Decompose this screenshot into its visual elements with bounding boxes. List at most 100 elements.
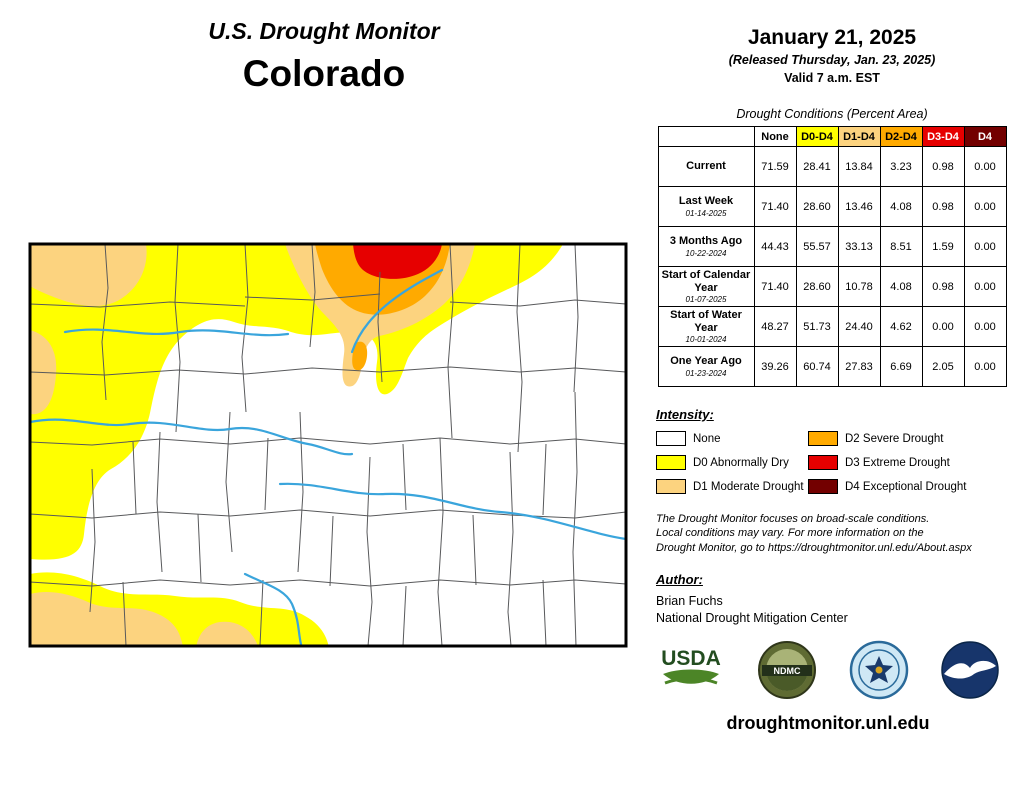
value-cell: 8.51 [879, 226, 923, 267]
legend-label: D4 Exceptional Drought [845, 480, 967, 493]
value-cell: 48.27 [753, 306, 797, 347]
d1-swatch [656, 479, 686, 494]
legend-label: D1 Moderate Drought [693, 480, 804, 493]
legend-item-d3: D3 Extreme Drought [808, 455, 1008, 470]
row-label: Last Week 01-14-2025 [657, 186, 755, 227]
d0-swatch [656, 455, 686, 470]
value-cell: 0.00 [963, 306, 1007, 347]
value-cell: 0.00 [921, 306, 965, 347]
rivers [30, 268, 626, 646]
row-label: One Year Ago 01-23-2024 [657, 346, 755, 387]
value-cell: 0.00 [963, 146, 1007, 187]
col-header-d1-d4: D1-D4 [837, 126, 881, 147]
col-header-none: None [753, 126, 797, 147]
county-lines [30, 244, 626, 646]
row-label: Start of Calendar Year 01-07-2025 [657, 266, 755, 307]
value-cell: 1.59 [921, 226, 965, 267]
value-cell: 10.78 [837, 266, 881, 307]
value-cell: 28.41 [795, 146, 839, 187]
col-header-d4: D4 [963, 126, 1007, 147]
col-header-d0-d4: D0-D4 [795, 126, 839, 147]
legend-label: None [693, 432, 721, 445]
value-cell: 0.00 [963, 346, 1007, 387]
legend-label: D0 Abnormally Dry [693, 456, 789, 469]
intensity-legend: None D0 Abnormally Dry D1 Moderate Droug… [656, 431, 1008, 494]
corner-cell [657, 126, 755, 147]
value-cell: 13.46 [837, 186, 881, 227]
table-row: Last Week 01-14-2025 71.40 28.60 13.46 4.… [657, 186, 1007, 227]
drought-map [28, 242, 628, 653]
legend-item-d0: D0 Abnormally Dry [656, 455, 808, 470]
col-header-d2-d4: D2-D4 [879, 126, 923, 147]
table-row: One Year Ago 01-23-2024 39.26 60.74 27.83… [657, 346, 1007, 387]
header-row: None D0-D4 D1-D4 D2-D4 D3-D4 D4 [657, 126, 1007, 147]
legend-item-d2: D2 Severe Drought [808, 431, 1008, 446]
value-cell: 3.23 [879, 146, 923, 187]
value-cell: 39.26 [753, 346, 797, 387]
d2-swatch [808, 431, 838, 446]
value-cell: 60.74 [795, 346, 839, 387]
noaa-logo [941, 641, 999, 699]
value-cell: 28.60 [795, 186, 839, 227]
disclaimer-line: Local conditions may vary. For more info… [656, 527, 924, 540]
report-title: U.S. Drought Monitor [208, 18, 440, 44]
value-cell: 0.00 [963, 226, 1007, 267]
info-panel: January 21, 2025 (Released Thursday, Jan… [656, 26, 1008, 734]
author-org: National Drought Mitigation Center [656, 610, 848, 625]
none-swatch [656, 431, 686, 446]
value-cell: 24.40 [837, 306, 881, 347]
value-cell: 0.00 [963, 266, 1007, 307]
value-cell: 71.40 [753, 266, 797, 307]
colorado-map-svg [28, 242, 628, 648]
table-row: Start of Water Year 10-01-2024 48.27 51.7… [657, 306, 1007, 347]
d3-swatch [808, 455, 838, 470]
value-cell: 6.69 [879, 346, 923, 387]
value-cell: 71.40 [753, 186, 797, 227]
legend-item-d4: D4 Exceptional Drought [808, 479, 1008, 494]
value-cell: 51.73 [795, 306, 839, 347]
d4-swatch [808, 479, 838, 494]
usda-logo: USDA [661, 647, 721, 685]
value-cell: 28.60 [795, 266, 839, 307]
drought-conditions-table: None D0-D4 D1-D4 D2-D4 D3-D4 D4 Current … [657, 126, 1007, 387]
svg-text:USDA: USDA [661, 647, 721, 670]
legend-item-d1: D1 Moderate Drought [656, 479, 808, 494]
release-date: (Released Thursday, Jan. 23, 2025) [728, 53, 936, 67]
row-label: Current [657, 146, 755, 187]
value-cell: 4.08 [879, 186, 923, 227]
value-cell: 0.98 [921, 186, 965, 227]
value-cell: 27.83 [837, 346, 881, 387]
d3-layer [353, 244, 442, 279]
disclaimer-text: The Drought Monitor focuses on broad-sca… [656, 512, 1008, 555]
value-cell: 13.84 [837, 146, 881, 187]
table-row: Start of Calendar Year 01-07-2025 71.40 2… [657, 266, 1007, 307]
ndmc-logo: NDMC [758, 640, 817, 699]
value-cell: 55.57 [795, 226, 839, 267]
value-cell: 0.98 [921, 146, 965, 187]
row-label: Start of Water Year 10-01-2024 [657, 306, 755, 347]
site-url: droughtmonitor.unl.edu [726, 712, 930, 733]
map-date: January 21, 2025 [747, 26, 917, 49]
value-cell: 4.62 [879, 306, 923, 347]
col-header-d3-d4: D3-D4 [921, 126, 965, 147]
svg-text:NDMC: NDMC [774, 666, 801, 676]
intensity-title: Intensity: [656, 407, 714, 422]
value-cell: 33.13 [837, 226, 881, 267]
author-name: Brian Fuchs [656, 593, 723, 608]
state-border [28, 242, 628, 648]
value-cell: 44.43 [753, 226, 797, 267]
disclaimer-line: Drought Monitor, go to https://droughtmo… [656, 541, 972, 554]
value-cell: 0.98 [921, 266, 965, 307]
title-block: U.S. Drought Monitor Colorado [0, 18, 648, 95]
state-name: Colorado [242, 53, 406, 94]
row-label: 3 Months Ago 10-22-2024 [657, 226, 755, 267]
legend-label: D3 Extreme Drought [845, 456, 950, 469]
commerce-seal-logo [849, 640, 908, 700]
legend-label: D2 Severe Drought [845, 432, 944, 445]
table-row: Current 71.59 28.41 13.84 3.23 0.98 0.00 [657, 146, 1007, 187]
table-title: Drought Conditions (Percent Area) [736, 107, 928, 121]
legend-item-none: None [656, 431, 808, 446]
author-title: Author: [656, 571, 703, 587]
table-row: 3 Months Ago 10-22-2024 44.43 55.57 33.13… [657, 226, 1007, 267]
